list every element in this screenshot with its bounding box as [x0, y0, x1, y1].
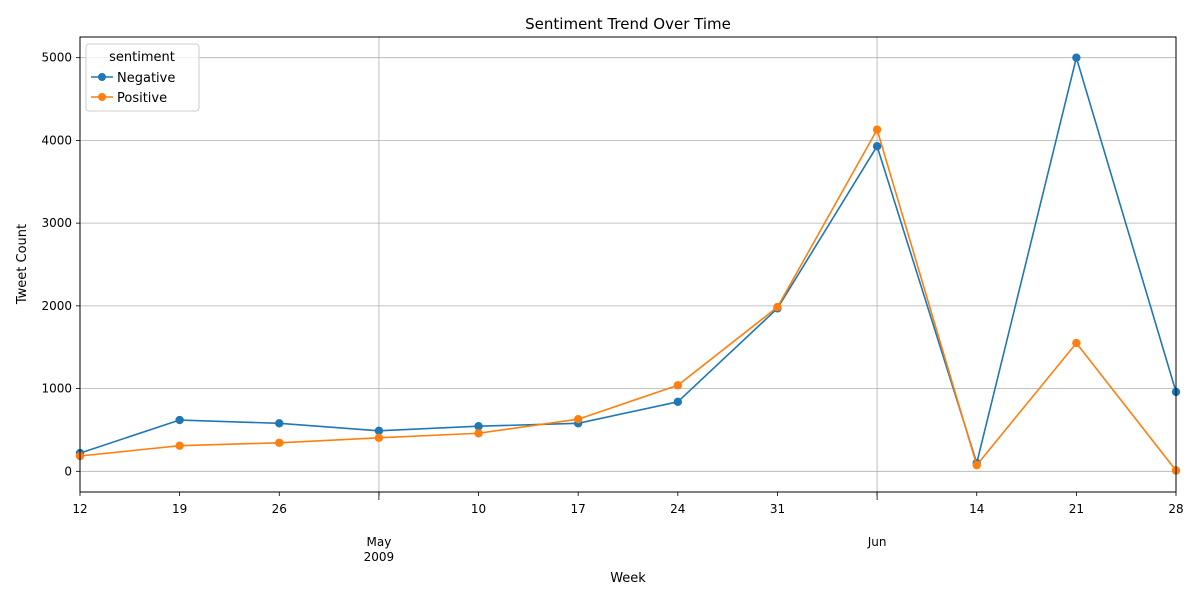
- x-axis-label: Week: [610, 571, 646, 586]
- y-tick-label: 4000: [41, 133, 72, 147]
- data-point-negative: [872, 142, 882, 151]
- x-tick-label: 19: [172, 502, 187, 516]
- x-tick-label: 14: [969, 502, 984, 516]
- y-tick-label: 2000: [41, 299, 72, 313]
- data-point-positive: [175, 441, 184, 450]
- data-point-positive: [374, 433, 384, 443]
- series-line-positive: [79, 128, 1177, 471]
- data-point-positive: [773, 302, 782, 312]
- chart-title: Sentiment Trend Over Time: [525, 15, 731, 33]
- data-point-negative: [673, 397, 683, 407]
- data-point-negative: [1072, 53, 1081, 62]
- x-tick-label: 31: [770, 502, 785, 516]
- data-point-positive: [573, 415, 583, 424]
- plot-area-frame: [79, 36, 1177, 493]
- data-point-positive: [1072, 338, 1081, 348]
- data-point-positive: [872, 125, 882, 134]
- legend-negative-label: Negative: [117, 71, 175, 86]
- legend-positive-label: Positive: [117, 91, 167, 106]
- series-layer: [75, 53, 1181, 475]
- x-tick-label: 17: [571, 502, 586, 516]
- data-point-negative: [474, 422, 483, 431]
- series-line-negative: [79, 56, 1177, 464]
- x-tick-label: 24: [670, 502, 685, 516]
- y-tick-label: 0: [64, 464, 72, 478]
- data-point-negative: [374, 426, 384, 435]
- legend-box: [85, 43, 200, 112]
- x-major-tick-label: 2009: [364, 550, 395, 564]
- x-tick-label: 28: [1168, 502, 1183, 516]
- legend-positive-marker: [98, 93, 106, 101]
- x-tick-label: 12: [72, 502, 87, 516]
- grid: [80, 37, 1176, 492]
- data-point-positive: [275, 438, 284, 447]
- y-tick-label: 1000: [41, 382, 72, 396]
- x-tick-label: 26: [272, 502, 287, 516]
- legend-negative-marker: [98, 73, 106, 81]
- x-tick-label: 21: [1069, 502, 1084, 516]
- legend-title: sentiment: [109, 50, 175, 65]
- data-point-negative: [175, 415, 184, 425]
- legend: sentiment Negative Positive: [85, 43, 200, 112]
- x-tick-label: 10: [471, 502, 486, 516]
- data-point-positive: [972, 460, 981, 470]
- data-point-negative: [275, 419, 284, 428]
- y-tick-label: 5000: [41, 51, 72, 65]
- x-major-tick-label: May: [367, 535, 392, 549]
- data-point-positive: [474, 429, 483, 438]
- data-point-positive: [673, 381, 683, 390]
- y-tick-label: 3000: [41, 216, 72, 230]
- x-major-tick-label: Jun: [867, 535, 887, 549]
- y-axis-label: Tweet Count: [15, 224, 30, 305]
